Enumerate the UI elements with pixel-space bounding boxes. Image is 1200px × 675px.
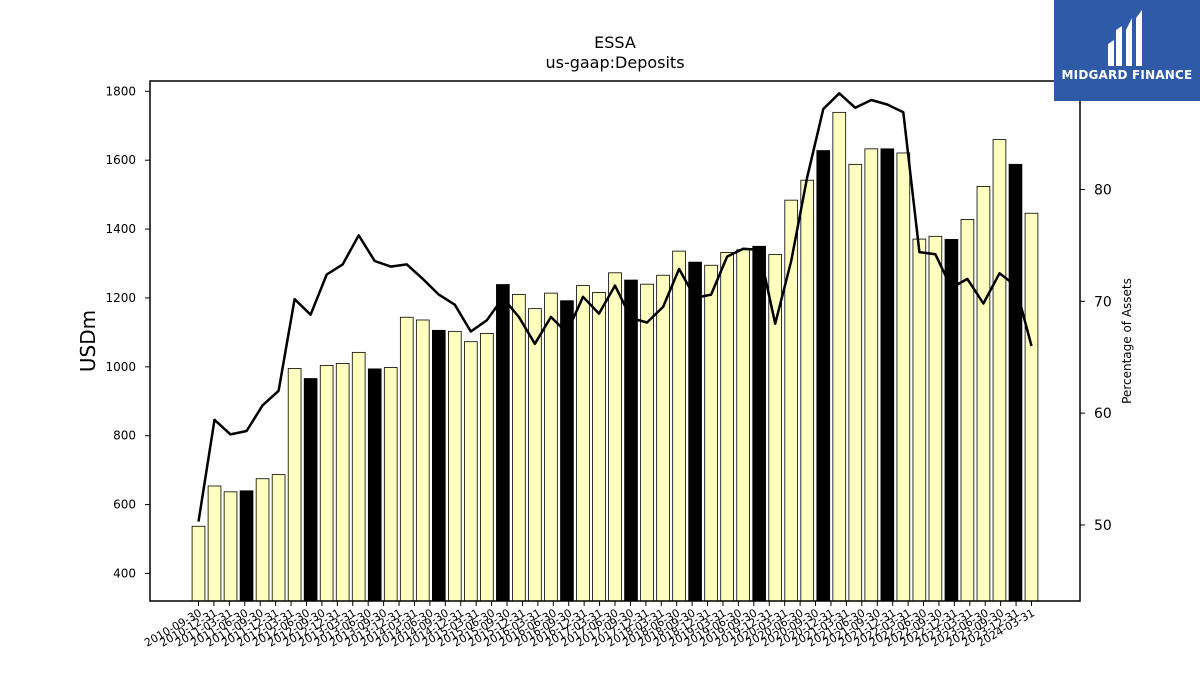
bar <box>464 341 478 602</box>
y-axis: 400 600 800 1000 1200 1400 1600 1800 <box>105 84 150 580</box>
y2-axis: 50 60 70 80 <box>1080 182 1112 534</box>
y-tick-label: 600 <box>113 498 136 512</box>
bar <box>656 274 670 602</box>
y2-axis-label: Percentage of Assets <box>1120 278 1134 404</box>
logo: MIDGARD FINANCE <box>1054 0 1200 101</box>
bar <box>928 235 943 602</box>
bar <box>528 308 542 602</box>
bar <box>992 139 1007 602</box>
bar <box>239 490 254 602</box>
bar <box>447 330 462 602</box>
bar <box>271 474 286 602</box>
bar <box>560 300 574 602</box>
bar <box>496 284 510 602</box>
y2-tick-label: 50 <box>1094 518 1112 534</box>
bar <box>351 351 366 602</box>
bar <box>512 294 526 602</box>
bar <box>415 319 430 602</box>
y2-tick-label: 60 <box>1094 406 1112 422</box>
bar <box>896 152 911 602</box>
bar <box>303 378 318 602</box>
bar <box>335 362 350 602</box>
logo-text: MIDGARD FINANCE <box>1061 68 1193 82</box>
y-tick-label: 1200 <box>105 291 136 305</box>
y2-tick-label: 70 <box>1094 294 1112 310</box>
bar <box>944 239 959 602</box>
line-layer <box>197 92 1033 522</box>
bar <box>383 367 398 602</box>
bar <box>736 249 750 602</box>
y2-tick-label: 80 <box>1094 182 1112 198</box>
bar <box>864 148 879 602</box>
bar <box>832 111 847 602</box>
bar <box>592 292 606 602</box>
series-line <box>197 92 1033 522</box>
bar <box>367 368 382 602</box>
bar <box>640 283 654 602</box>
y-tick-label: 800 <box>113 429 136 443</box>
bar <box>207 485 222 602</box>
bar <box>1024 212 1039 602</box>
bar <box>672 250 686 602</box>
bar <box>624 279 638 602</box>
y-tick-label: 400 <box>113 566 136 580</box>
bar <box>191 525 206 602</box>
bar <box>608 272 622 602</box>
y-tick-label: 1800 <box>105 84 136 98</box>
bar <box>399 316 414 602</box>
bar <box>976 185 991 602</box>
bar <box>319 365 334 602</box>
y-tick-label: 1600 <box>105 153 136 167</box>
bar <box>287 368 302 602</box>
bar <box>1008 163 1023 602</box>
bar <box>720 252 734 602</box>
bar <box>255 478 270 602</box>
bar <box>544 292 558 602</box>
y-axis-label: USDm <box>76 310 100 372</box>
y-tick-label: 1400 <box>105 222 136 236</box>
chart-title: ESSA <box>594 33 636 52</box>
bar <box>912 238 927 602</box>
bar <box>223 491 238 602</box>
logo-mark-icon <box>1108 10 1142 66</box>
bar <box>848 163 863 602</box>
bar <box>431 329 446 602</box>
y-tick-label: 1000 <box>105 360 136 374</box>
bar <box>480 333 494 602</box>
bar <box>800 179 815 602</box>
bar <box>576 285 590 602</box>
bar <box>752 245 766 602</box>
bar <box>816 150 831 602</box>
bar <box>880 148 895 602</box>
x-axis: 2010-09-302010-12-312011-03-312011-06-30… <box>142 601 1037 650</box>
bar <box>688 261 702 602</box>
bar <box>704 264 718 602</box>
chart-subtitle: us-gaap:Deposits <box>545 53 684 72</box>
bar <box>960 219 975 602</box>
